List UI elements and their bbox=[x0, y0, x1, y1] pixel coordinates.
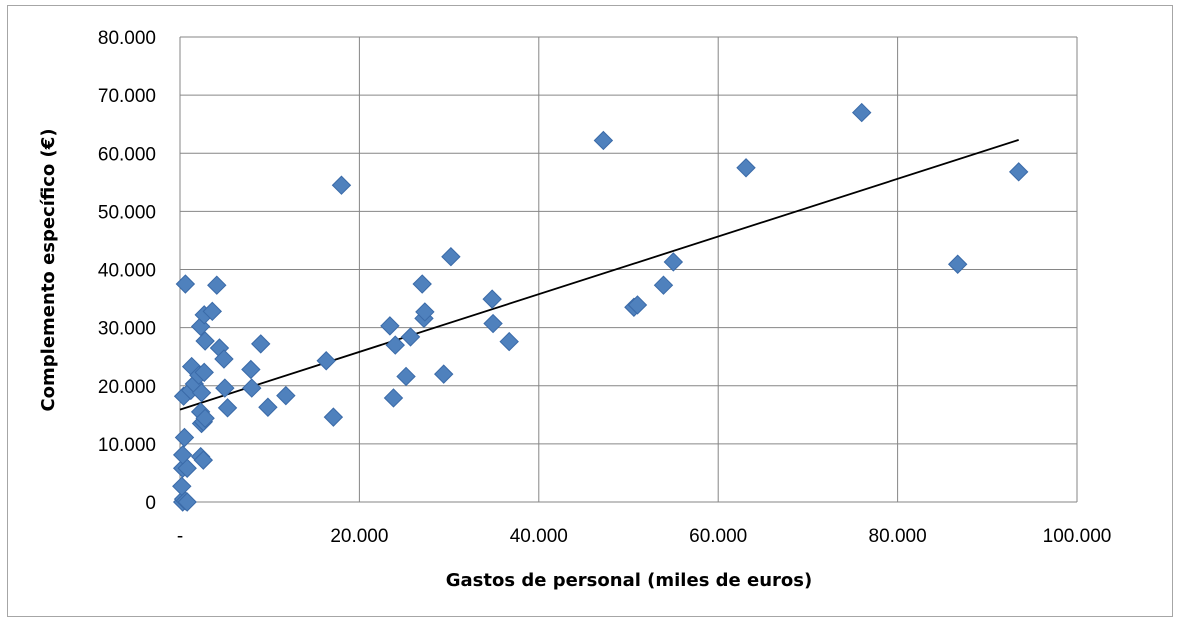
data-point bbox=[251, 334, 271, 354]
data-point bbox=[242, 378, 262, 398]
data-point bbox=[400, 327, 421, 347]
data-point bbox=[177, 492, 197, 512]
data-point bbox=[383, 388, 404, 408]
data-point bbox=[1008, 162, 1029, 182]
data-point bbox=[172, 476, 192, 497]
y-tick-label: 50.000 bbox=[98, 202, 156, 223]
data-point bbox=[195, 408, 215, 429]
data-point bbox=[412, 274, 432, 294]
x-tick-label: - bbox=[177, 526, 183, 547]
data-point bbox=[217, 398, 238, 418]
x-tick-label: 40.000 bbox=[510, 526, 568, 547]
x-axis-title: Gastos de personal (miles de euros) bbox=[446, 570, 812, 591]
data-point bbox=[736, 158, 756, 178]
x-tick-label: 100.000 bbox=[1043, 526, 1112, 547]
y-tick-label: 70.000 bbox=[98, 86, 156, 107]
data-point bbox=[441, 247, 461, 267]
x-tick-label: 20.000 bbox=[330, 526, 388, 547]
data-point bbox=[194, 362, 214, 383]
data-point bbox=[174, 427, 195, 448]
y-tick-label: 40.000 bbox=[98, 261, 156, 282]
data-point bbox=[316, 351, 336, 371]
data-point bbox=[380, 316, 400, 336]
data-point bbox=[331, 175, 352, 195]
y-tick-label: 10.000 bbox=[98, 435, 156, 456]
data-point bbox=[175, 274, 196, 294]
data-point bbox=[653, 275, 674, 295]
data-point bbox=[415, 302, 435, 322]
data-point bbox=[215, 378, 235, 398]
data-point bbox=[593, 130, 614, 151]
y-axis-title: Complemento específico (€) bbox=[38, 128, 59, 411]
data-point bbox=[195, 331, 215, 351]
y-tick-label: 30.000 bbox=[98, 319, 156, 340]
data-point bbox=[323, 407, 344, 427]
data-point bbox=[663, 252, 684, 272]
data-point bbox=[191, 383, 212, 403]
data-point bbox=[852, 102, 872, 123]
data-point bbox=[483, 313, 503, 334]
y-tick-label: 0 bbox=[145, 493, 156, 514]
data-point bbox=[482, 289, 502, 309]
data-point bbox=[258, 397, 278, 417]
data-point bbox=[207, 275, 227, 295]
data-point bbox=[396, 366, 416, 387]
y-tick-label: 20.000 bbox=[98, 377, 156, 398]
data-point bbox=[172, 445, 193, 465]
data-point bbox=[627, 295, 648, 315]
data-point bbox=[241, 359, 261, 380]
y-tick-label: 80.000 bbox=[98, 28, 156, 49]
grid-lines bbox=[179, 36, 1078, 503]
data-point bbox=[434, 364, 454, 384]
x-tick-label: 60.000 bbox=[689, 526, 747, 547]
y-tick-label: 60.000 bbox=[98, 144, 156, 165]
tick-labels: 0 10.000 20.000 30.000 40.000 50.000 60.000 70.… bbox=[98, 28, 1111, 547]
trendline bbox=[179, 139, 1019, 411]
data-point bbox=[276, 385, 296, 406]
data-point bbox=[385, 335, 405, 355]
data-point bbox=[214, 349, 234, 369]
data-point bbox=[193, 450, 214, 470]
data-point bbox=[202, 301, 222, 322]
data-point bbox=[499, 331, 519, 352]
data-point bbox=[947, 254, 968, 274]
x-tick-label: 80.000 bbox=[869, 526, 927, 547]
data-points bbox=[172, 102, 1029, 512]
